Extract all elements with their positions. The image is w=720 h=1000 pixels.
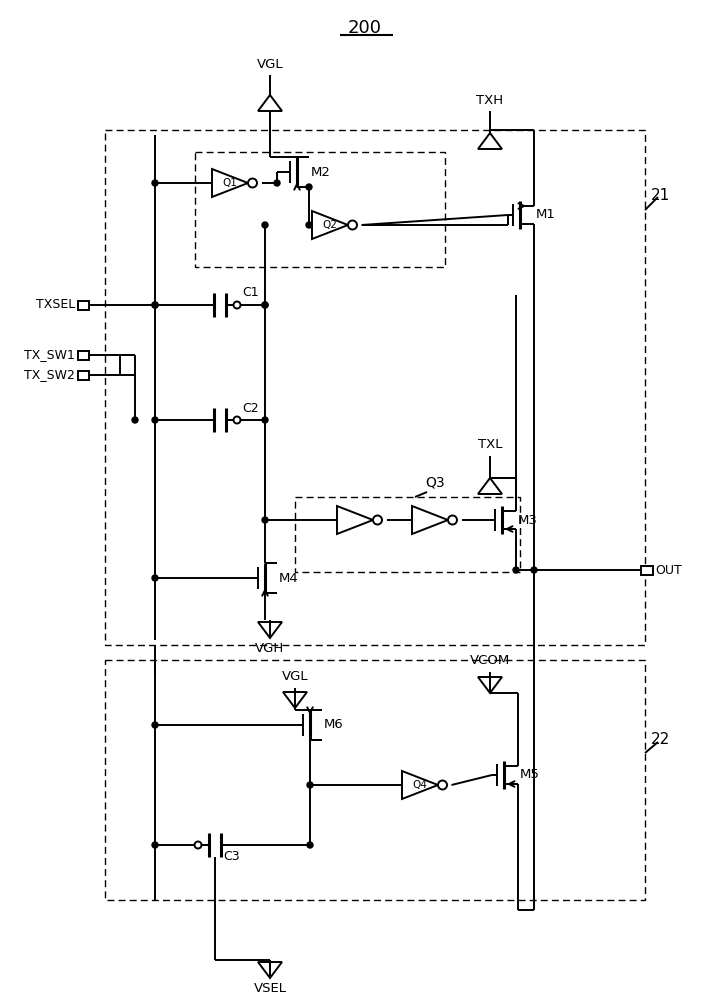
Circle shape (152, 302, 158, 308)
Circle shape (194, 842, 202, 848)
Circle shape (307, 842, 313, 848)
Bar (78, 300, 89, 310)
Text: M3: M3 (518, 514, 538, 526)
Text: 22: 22 (650, 732, 670, 748)
Circle shape (132, 417, 138, 423)
Text: M1: M1 (536, 209, 556, 222)
Circle shape (233, 416, 240, 424)
Circle shape (348, 221, 357, 230)
Text: Q1: Q1 (222, 178, 238, 188)
Text: M6: M6 (324, 718, 343, 732)
Bar (78, 370, 89, 379)
Bar (195, 152, 445, 267)
Text: C2: C2 (242, 401, 258, 414)
Circle shape (152, 842, 158, 848)
Polygon shape (312, 211, 348, 239)
Text: Q2: Q2 (323, 220, 338, 230)
Text: M2: M2 (311, 165, 331, 178)
Polygon shape (402, 771, 438, 799)
Text: TX_SW1: TX_SW1 (24, 349, 75, 361)
Circle shape (152, 575, 158, 581)
Bar (105, 660, 645, 900)
Bar (105, 130, 645, 645)
Text: TXH: TXH (477, 94, 503, 106)
Text: OUT: OUT (655, 564, 682, 576)
Circle shape (262, 222, 268, 228)
Text: M4: M4 (279, 572, 299, 584)
Circle shape (513, 567, 519, 573)
Circle shape (448, 516, 457, 524)
Text: VGH: VGH (256, 642, 284, 654)
Polygon shape (212, 169, 248, 197)
Circle shape (152, 302, 158, 308)
Circle shape (262, 302, 268, 308)
Circle shape (248, 178, 257, 188)
Text: C3: C3 (223, 850, 240, 863)
Circle shape (531, 567, 537, 573)
Circle shape (262, 517, 268, 523)
Text: 21: 21 (650, 188, 670, 202)
Circle shape (307, 782, 313, 788)
Text: C1: C1 (242, 286, 258, 300)
Circle shape (233, 302, 240, 308)
Text: TXSEL: TXSEL (36, 298, 75, 312)
Circle shape (306, 222, 312, 228)
Text: VSEL: VSEL (253, 982, 287, 994)
Circle shape (262, 302, 268, 308)
Polygon shape (337, 506, 373, 534)
Text: Q4: Q4 (413, 780, 428, 790)
Circle shape (152, 180, 158, 186)
Circle shape (152, 722, 158, 728)
Circle shape (373, 516, 382, 524)
Polygon shape (412, 506, 448, 534)
Circle shape (152, 417, 158, 423)
Circle shape (274, 180, 280, 186)
Circle shape (306, 184, 312, 190)
Text: TXL: TXL (478, 438, 503, 452)
Bar (78, 351, 89, 360)
Text: TX_SW2: TX_SW2 (24, 368, 75, 381)
Text: Q3: Q3 (426, 476, 445, 490)
Text: 200: 200 (348, 19, 382, 37)
Bar (641, 566, 653, 574)
Circle shape (262, 417, 268, 423)
Bar (295, 497, 520, 572)
Text: M5: M5 (520, 768, 540, 782)
Text: VGL: VGL (257, 58, 283, 72)
Text: VCOM: VCOM (470, 654, 510, 666)
Text: VGL: VGL (282, 670, 308, 684)
Circle shape (438, 780, 447, 790)
